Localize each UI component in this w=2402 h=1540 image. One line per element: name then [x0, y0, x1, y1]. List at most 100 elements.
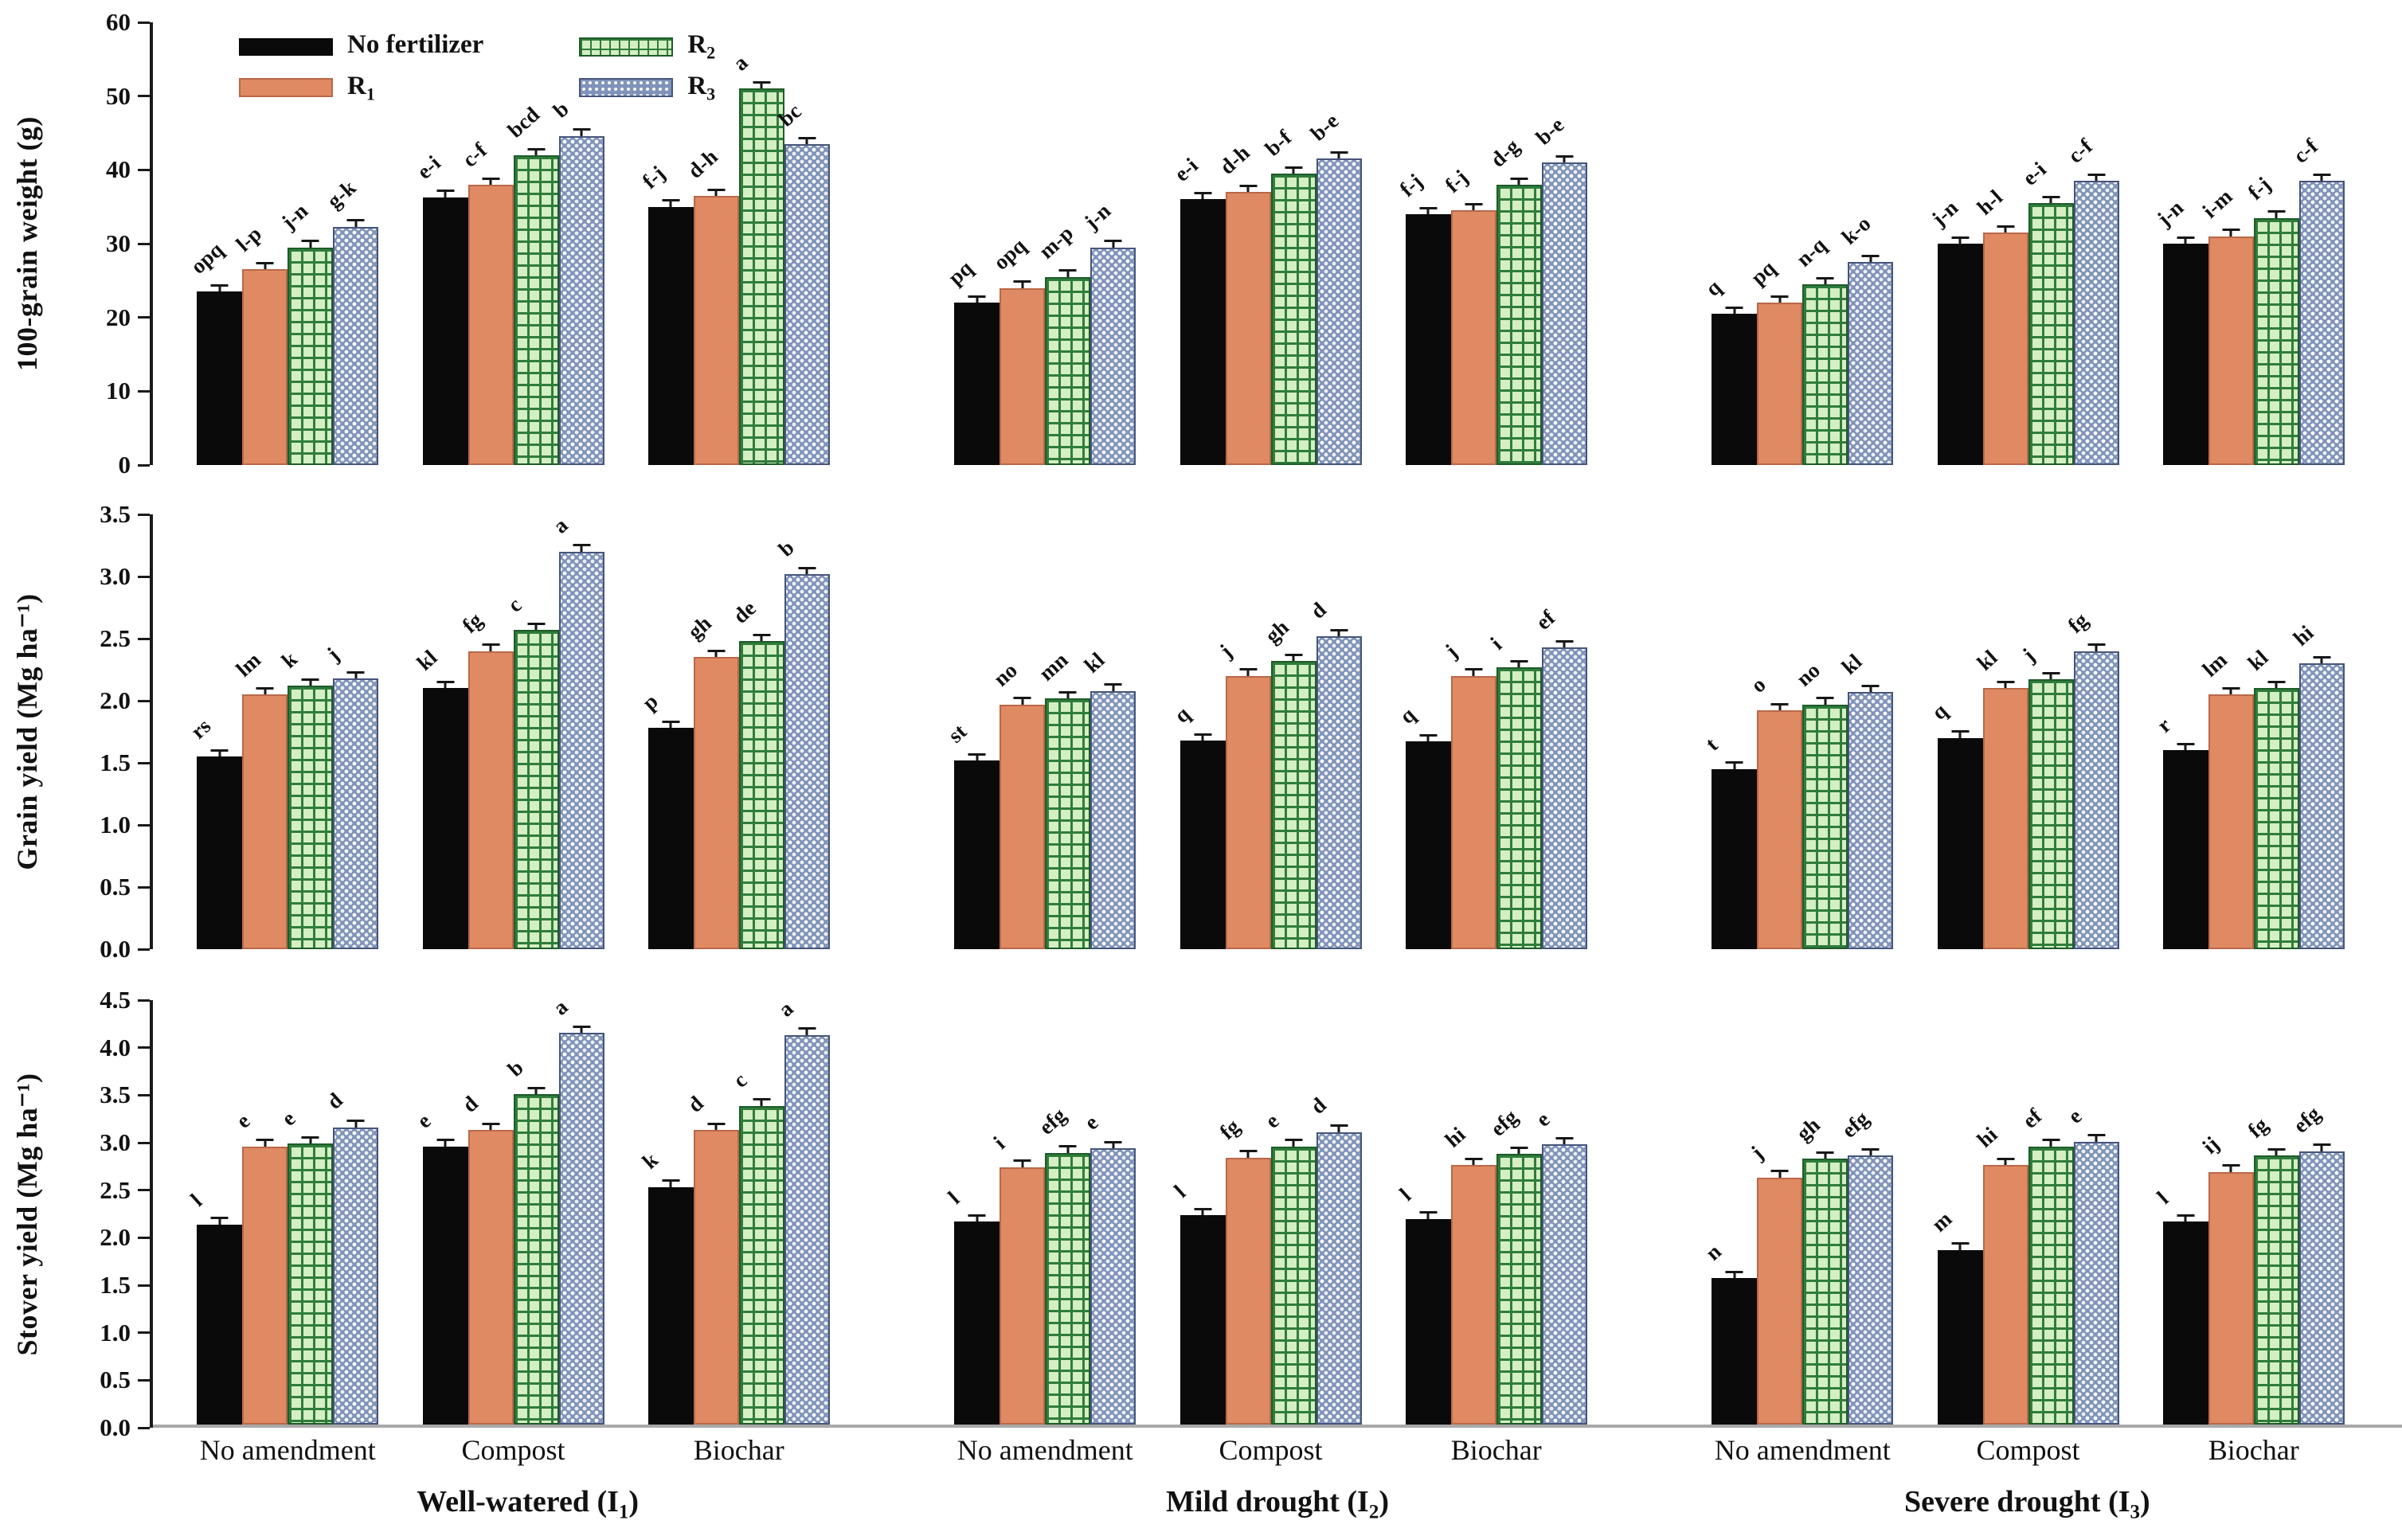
bar-series-3: [784, 143, 830, 465]
legend-swatch-black-icon: [239, 37, 333, 56]
bar-wrap: j: [1215, 514, 1271, 949]
bar-wrap: fg: [2243, 1000, 2299, 1425]
error-bar: [1472, 668, 1475, 676]
bar-series-0: [1712, 768, 1758, 949]
bar-series-3: [1090, 247, 1136, 465]
error-bar: [444, 681, 447, 689]
error-bar: [2275, 1147, 2278, 1156]
bar-wrap: b-e: [1531, 22, 1587, 465]
error-bar: [2320, 173, 2323, 182]
bar-wrap: opq: [186, 22, 243, 465]
bar-group: q kl j fg: [1927, 514, 2119, 949]
y-tick-mark: [138, 513, 150, 516]
error-bar: [534, 622, 538, 631]
x-label-wrap: No amendment Compost Biochar No amendmen…: [153, 1433, 2402, 1467]
error-bar: [1292, 653, 1295, 662]
y-tick-mark: [138, 823, 150, 827]
panel-group-labels: No amendment Compost Biochar: [1668, 1433, 2388, 1467]
bar-wrap: i: [1485, 514, 1542, 949]
error-bar: [1824, 697, 1827, 705]
y-tick-label: 2.0: [100, 1223, 131, 1252]
significance-letter: l: [2152, 1186, 2173, 1209]
error-bar: [1246, 1150, 1250, 1158]
y-tick-label: 3.0: [100, 562, 131, 590]
y-tick-mark: [138, 1426, 150, 1429]
y-tick-label: 10: [106, 377, 131, 405]
error-bar: [1246, 668, 1250, 676]
error-bar: [2275, 210, 2278, 218]
group-label: Compost: [1976, 1434, 2080, 1466]
legend: No fertilizer R2 R1 R3: [239, 30, 715, 104]
error-bar: [669, 1179, 672, 1187]
irrigation-titles: Well-watered (I1) Mild drought (I2) Seve…: [0, 1484, 2402, 1524]
bar-series-0: [422, 1146, 468, 1425]
y-tick-mark: [138, 1331, 150, 1335]
bar-series-3: [2298, 1151, 2345, 1425]
error-bar: [218, 749, 221, 757]
bar-wrap: hi: [1972, 1000, 2028, 1425]
bar-series-0: [1179, 1215, 1226, 1425]
y-tick-label: 3.5: [100, 1081, 131, 1109]
bar-series-2: [738, 88, 784, 465]
bar-series-1: [2208, 694, 2254, 949]
bar-wrap: i: [989, 1000, 1046, 1425]
significance-letter: l: [1169, 1179, 1190, 1202]
bar-group: e-i c-f bcd b: [412, 22, 604, 465]
bar-wrap: l: [944, 1000, 1000, 1425]
bar-wrap: lm: [232, 514, 288, 949]
significance-letter: q: [1927, 698, 1952, 725]
y-tick-mark: [138, 95, 150, 98]
error-bar: [580, 1026, 583, 1034]
error-bar: [1824, 276, 1827, 284]
bar-series-2: [2253, 217, 2299, 465]
bar-wrap: c-f: [2063, 22, 2119, 465]
bar-wrap: hi: [2288, 514, 2345, 949]
error-bar: [1958, 730, 1962, 738]
bar-group: st no mn kl: [944, 514, 1136, 949]
error-bar: [580, 544, 583, 552]
bar-series-0: [1179, 199, 1226, 465]
group-label: Compost: [1219, 1434, 1323, 1466]
bar-wrap: kl: [1972, 514, 2028, 949]
bar-wrap: fg: [2063, 514, 2119, 949]
error-bar: [489, 643, 492, 651]
bar-wrap: f-j: [637, 22, 694, 465]
bar-group: l fg e d: [1169, 1000, 1362, 1425]
bar-series-1: [2208, 1171, 2254, 1425]
error-bar: [2004, 225, 2007, 233]
bar-series-2: [288, 686, 334, 949]
bar-wrap: e: [2063, 1000, 2119, 1425]
y-tick-label: 3.5: [100, 500, 131, 528]
bar-wrap: c-f: [457, 22, 514, 465]
bar-series-2: [1496, 1154, 1542, 1425]
chart-panel: q pq n-q k-o j-n h-l e-i c-f j-n i-m f-j c-f: [1668, 22, 2388, 465]
bar-series-0: [647, 728, 694, 949]
error-bar: [2184, 743, 2187, 751]
legend-swatch-blue-dots-icon: [579, 78, 674, 98]
y-axis-label: Stover yield (Mg ha⁻¹): [11, 1072, 43, 1356]
bar-series-0: [1712, 1278, 1758, 1425]
significance-letter: q: [1169, 701, 1195, 728]
bar-series-0: [197, 1224, 243, 1425]
bar-series-1: [1757, 710, 1803, 949]
bar-wrap: d: [323, 1000, 379, 1425]
error-bar: [354, 1120, 358, 1128]
y-tick-mark: [138, 1046, 150, 1049]
error-bar: [2049, 195, 2052, 204]
bar-wrap: bc: [773, 22, 830, 465]
legend-item-r1: R1: [239, 72, 483, 105]
significance-letter: r: [2152, 713, 2176, 737]
panel-group-labels: No amendment Compost Biochar: [153, 1433, 874, 1467]
error-bar: [1066, 690, 1070, 698]
bar-series-1: [693, 657, 739, 949]
bar-series-3: [333, 226, 379, 465]
bar-wrap: j: [323, 514, 379, 949]
error-bar: [534, 1086, 538, 1095]
y-tick-mark: [138, 761, 150, 764]
error-bar: [1292, 1139, 1295, 1147]
bar-series-1: [467, 184, 514, 465]
bar-wrap: rs: [186, 514, 243, 949]
bar-wrap: e: [412, 1000, 468, 1425]
bar-series-3: [2073, 181, 2119, 465]
